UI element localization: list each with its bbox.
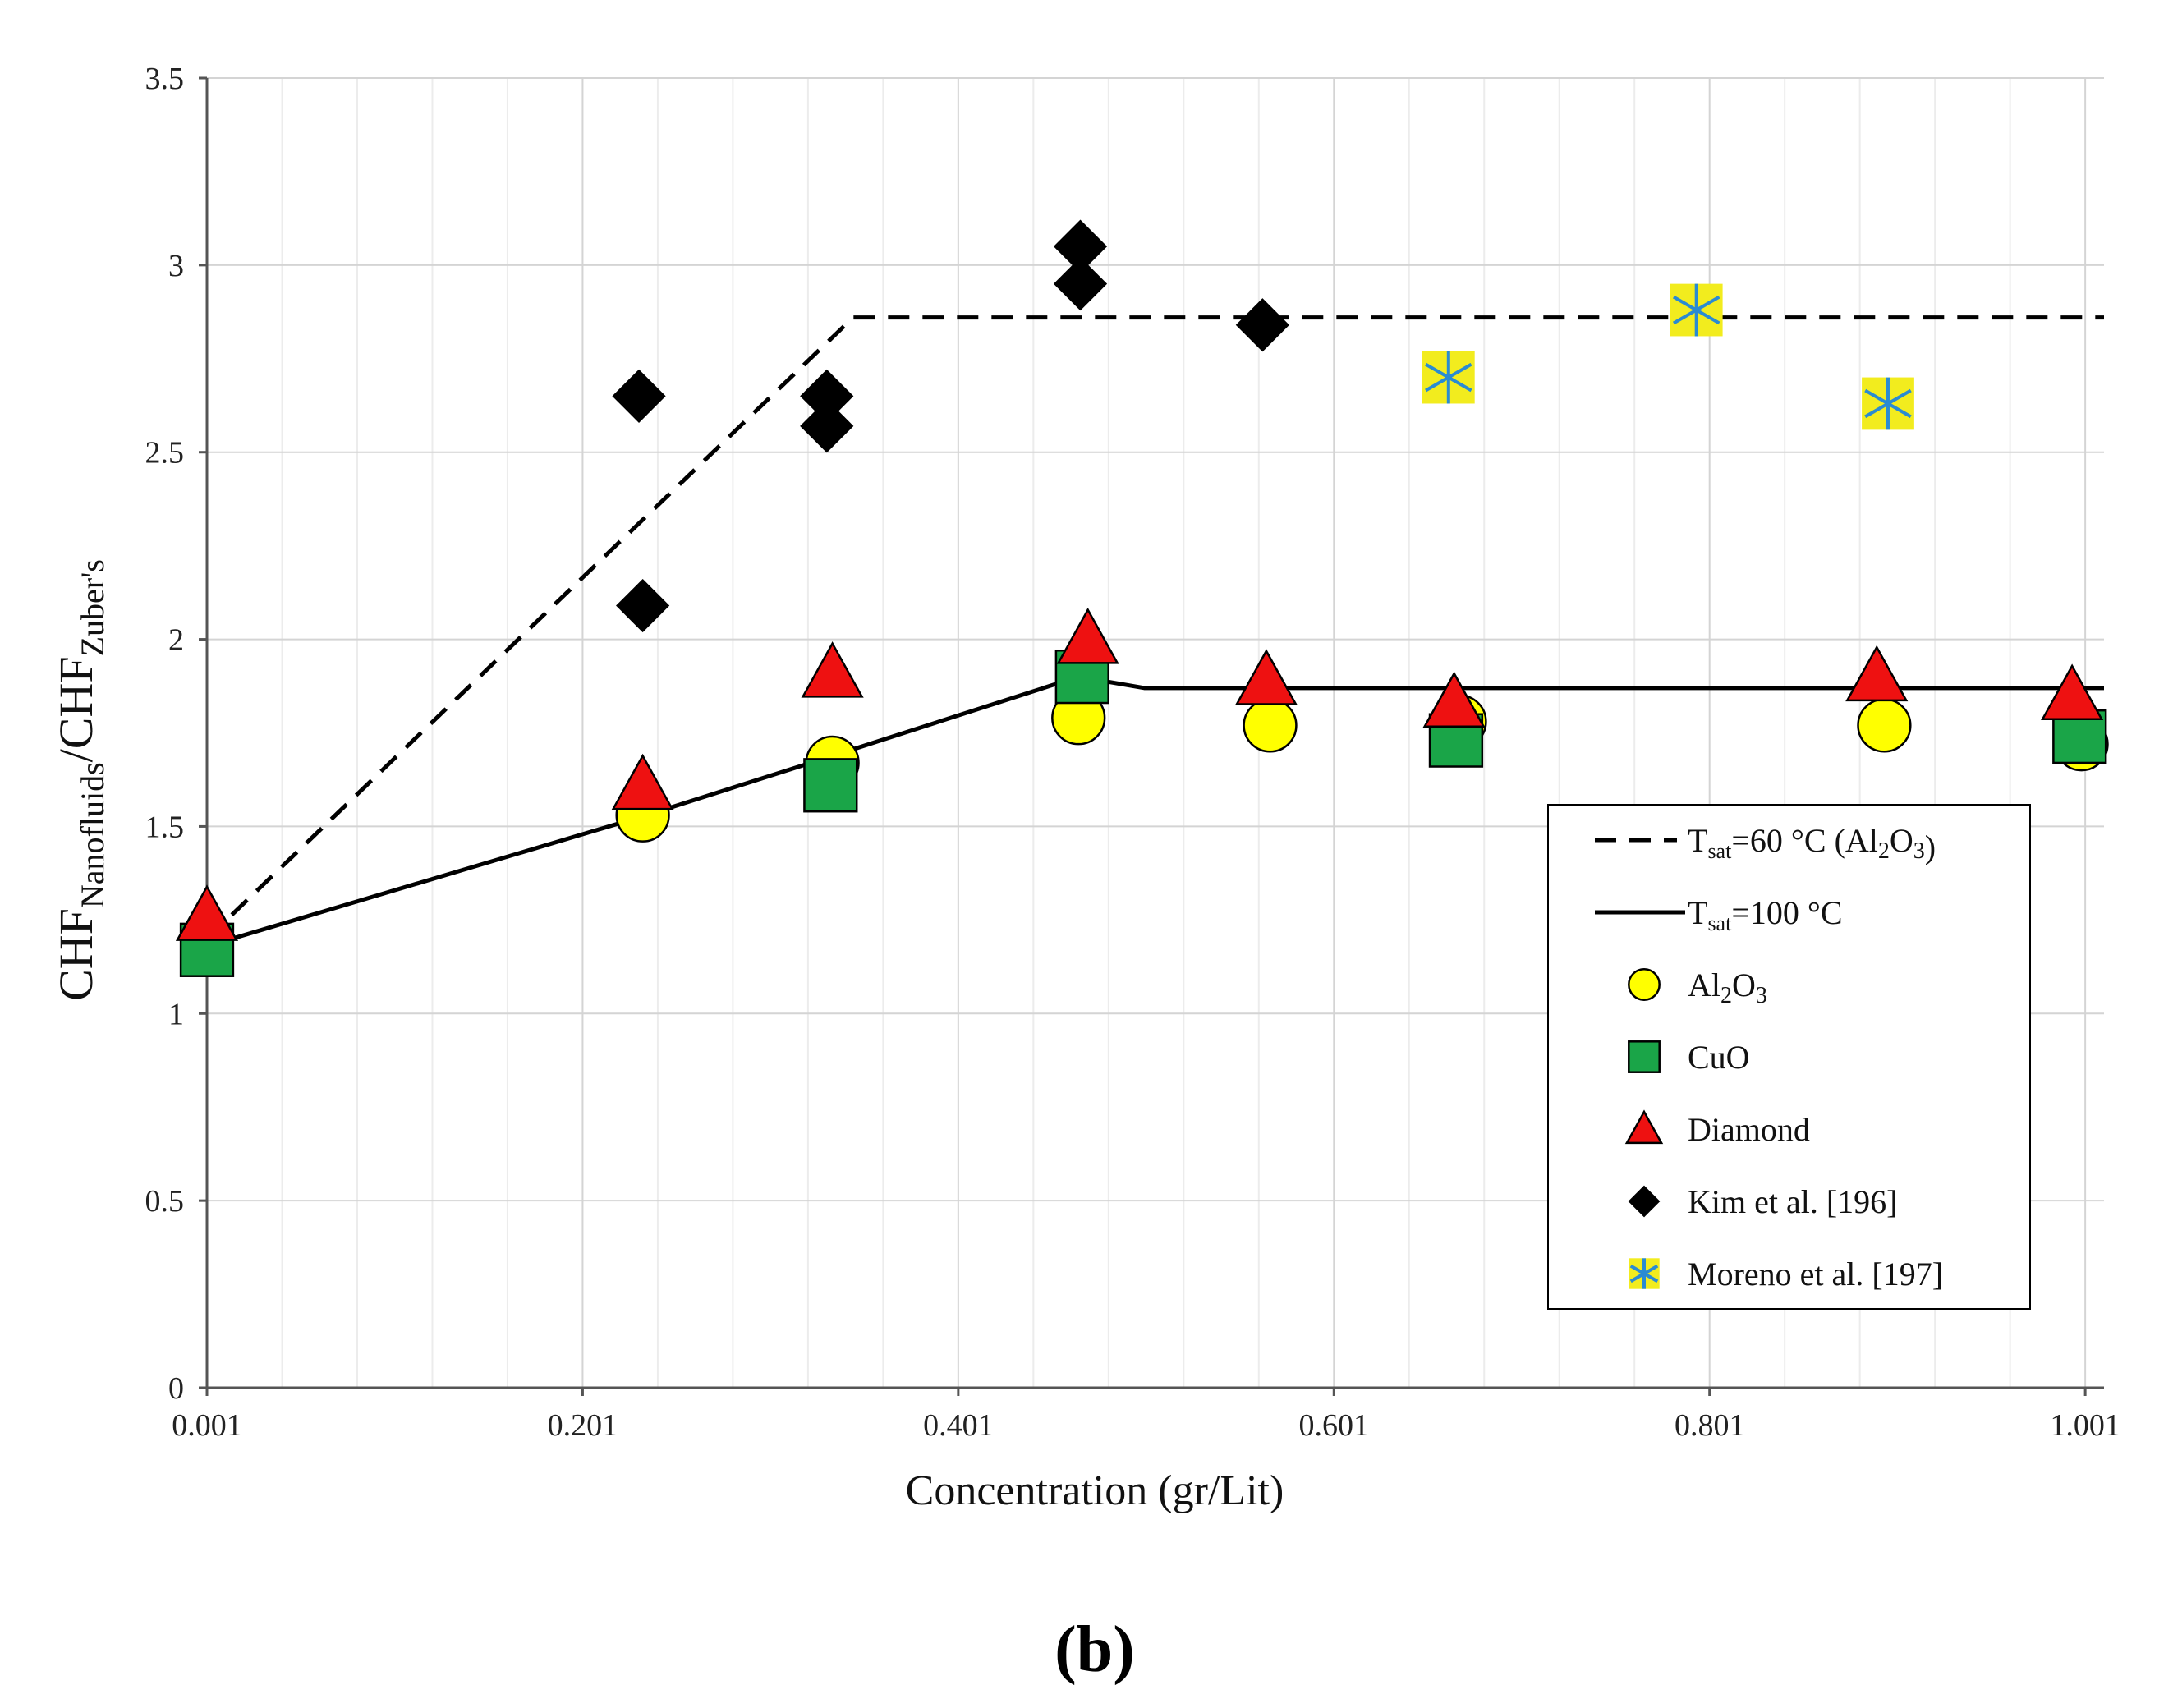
x-tick-label: 0.801 <box>1675 1408 1745 1443</box>
y-title-sub2: Zuber's <box>74 559 111 656</box>
legend-label-tsat60: Tsat=60 °C (Al2O3) <box>1688 822 1936 865</box>
data-point <box>803 758 858 813</box>
data-point <box>801 641 864 698</box>
data-point <box>1422 671 1486 728</box>
data-point <box>612 369 666 423</box>
marker-circle <box>1243 698 1298 753</box>
legend-label-al2o3: Al2O3 <box>1688 966 1767 1008</box>
y-title-sub1: Nanofluids <box>74 762 111 908</box>
x-tick-label: 0.001 <box>172 1408 242 1443</box>
data-point <box>1845 645 1909 702</box>
x-tick-labels: 0.001 0.201 0.401 0.601 0.801 1.001 <box>172 1408 2120 1443</box>
marker-triangle <box>1234 649 1298 705</box>
y-axis-title: CHFNanofluids/CHFZuber's <box>49 559 111 1001</box>
data-point <box>1857 698 1912 753</box>
marker-triangle <box>2041 663 2104 720</box>
marker-asterisk-stroke <box>1629 1264 1659 1283</box>
marker-circle <box>1628 968 1661 1001</box>
line-tsat100 <box>206 674 2104 948</box>
marker-diamond <box>1053 257 1108 311</box>
marker-triangle <box>611 753 674 810</box>
x-tick-label: 0.201 <box>548 1408 618 1443</box>
marker-triangle <box>1422 671 1486 728</box>
data-point <box>1862 377 1914 430</box>
marker-asterisk-stroke <box>1864 388 1912 419</box>
marker-triangle <box>175 884 239 941</box>
legend-marker <box>1628 1040 1661 1073</box>
x-tick-label: 0.401 <box>923 1408 994 1443</box>
data-point <box>1422 351 1475 404</box>
legend-label-cuo: CuO <box>1688 1039 1750 1076</box>
legend-markers <box>1624 968 1664 1289</box>
legend-marker <box>1624 1109 1664 1145</box>
x-tick-label: 1.001 <box>2050 1408 2120 1443</box>
marker-diamond <box>1235 298 1289 352</box>
axes <box>199 76 2104 1396</box>
legend: Tsat=60 °C (Al2O3) Tsat=100 °C Al2O3 CuO… <box>1547 804 2031 1310</box>
data-point <box>1234 649 1298 705</box>
marker-circle <box>1857 698 1912 753</box>
marker-diamond <box>1628 1185 1661 1218</box>
marker-diamond <box>800 399 854 453</box>
legend-formula-al2o3: Al2O3 <box>1688 966 1767 1008</box>
data-point <box>616 578 670 633</box>
marker-asterisk-stroke <box>1425 362 1472 393</box>
marker-square <box>1628 1040 1661 1073</box>
marker-triangle <box>1624 1109 1664 1145</box>
marker-asterisk-stroke <box>1672 295 1720 325</box>
y-tick-labels: 0 0.5 1 1.5 2 2.5 3 3.5 <box>145 62 185 1406</box>
legend-box <box>1547 804 2031 1310</box>
data-point <box>1053 257 1108 311</box>
y-title-base1: CHF <box>49 908 103 1001</box>
x-axis-title: Concentration (gr/Lit) <box>906 1467 1284 1514</box>
marker-diamond <box>616 578 670 633</box>
data-point <box>1235 298 1289 352</box>
series-diamond <box>175 608 2104 941</box>
y-tick-label: 0.5 <box>145 1184 185 1219</box>
marker-triangle <box>801 641 864 698</box>
data-point <box>2041 663 2104 720</box>
legend-label-diamond: Diamond <box>1688 1111 1810 1148</box>
legend-label-moreno: Moreno et al. [197] <box>1688 1256 1943 1292</box>
marker-triangle <box>1056 608 1119 664</box>
y-title-sep: / <box>49 748 103 762</box>
legend-marker <box>1628 1185 1661 1218</box>
panel-label: (b) <box>1054 1614 1135 1686</box>
y-tick-label: 3.5 <box>145 62 185 96</box>
y-tick-label: 1.5 <box>145 810 185 844</box>
data-point <box>1670 283 1723 337</box>
data-markers <box>175 219 2109 977</box>
marker-triangle <box>1845 645 1909 702</box>
marker-diamond <box>612 369 666 423</box>
marker-square <box>803 758 858 813</box>
legend-formula-tsat60: Al2O3 <box>1845 822 1925 864</box>
legend-marker <box>1628 968 1661 1001</box>
legend-marker <box>1629 1258 1660 1289</box>
x-tick-label: 0.601 <box>1299 1408 1370 1443</box>
legend-label-kim: Kim et al. [196] <box>1688 1183 1898 1220</box>
data-point <box>1056 608 1119 664</box>
data-point <box>800 399 854 453</box>
data-point <box>611 753 674 810</box>
y-tick-label: 0 <box>168 1371 184 1406</box>
series-kim-et-al-196- <box>612 219 1289 633</box>
y-tick-label: 2 <box>168 623 184 658</box>
y-tick-label: 1 <box>168 997 184 1031</box>
data-point <box>1243 698 1298 753</box>
data-point <box>175 884 239 941</box>
y-tick-label: 2.5 <box>145 436 185 471</box>
y-title-base2: CHF <box>49 656 103 749</box>
legend-label-tsat100: Tsat=100 °C <box>1688 894 1843 935</box>
series-moreno-et-al-197- <box>1422 283 1914 430</box>
y-tick-label: 3 <box>168 249 184 283</box>
